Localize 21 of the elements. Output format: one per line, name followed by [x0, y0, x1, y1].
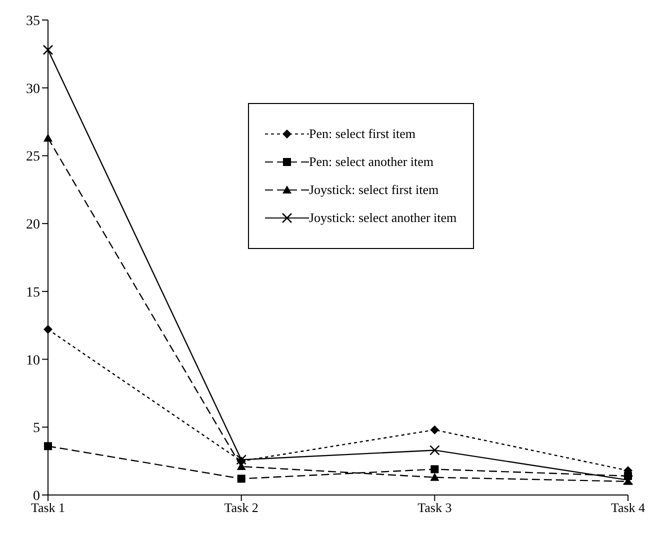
legend-label: Joystick: select another item [309, 210, 457, 226]
point [44, 324, 52, 334]
point [237, 474, 246, 483]
x-tick-label: Task 2 [224, 500, 258, 516]
y-tick-label: 35 [26, 14, 40, 29]
point [44, 134, 52, 142]
legend-label: Joystick: select first item [309, 182, 439, 198]
point [430, 425, 440, 434]
y-tick-label: 5 [33, 421, 40, 436]
point [44, 442, 52, 450]
y-tick-label: 30 [26, 82, 40, 97]
legend-label: Pen: select another item [309, 154, 434, 170]
point [430, 465, 439, 474]
x-tick-label: Task 3 [418, 500, 452, 516]
y-tick-label: 25 [26, 150, 40, 165]
y-tick-label: 20 [26, 218, 40, 233]
y-tick-label: 15 [26, 285, 40, 300]
legend-label: Pen: select first item [309, 126, 416, 142]
x-tick-label: Task 4 [610, 500, 646, 516]
y-tick-label: 10 [26, 353, 40, 368]
point [430, 472, 440, 481]
